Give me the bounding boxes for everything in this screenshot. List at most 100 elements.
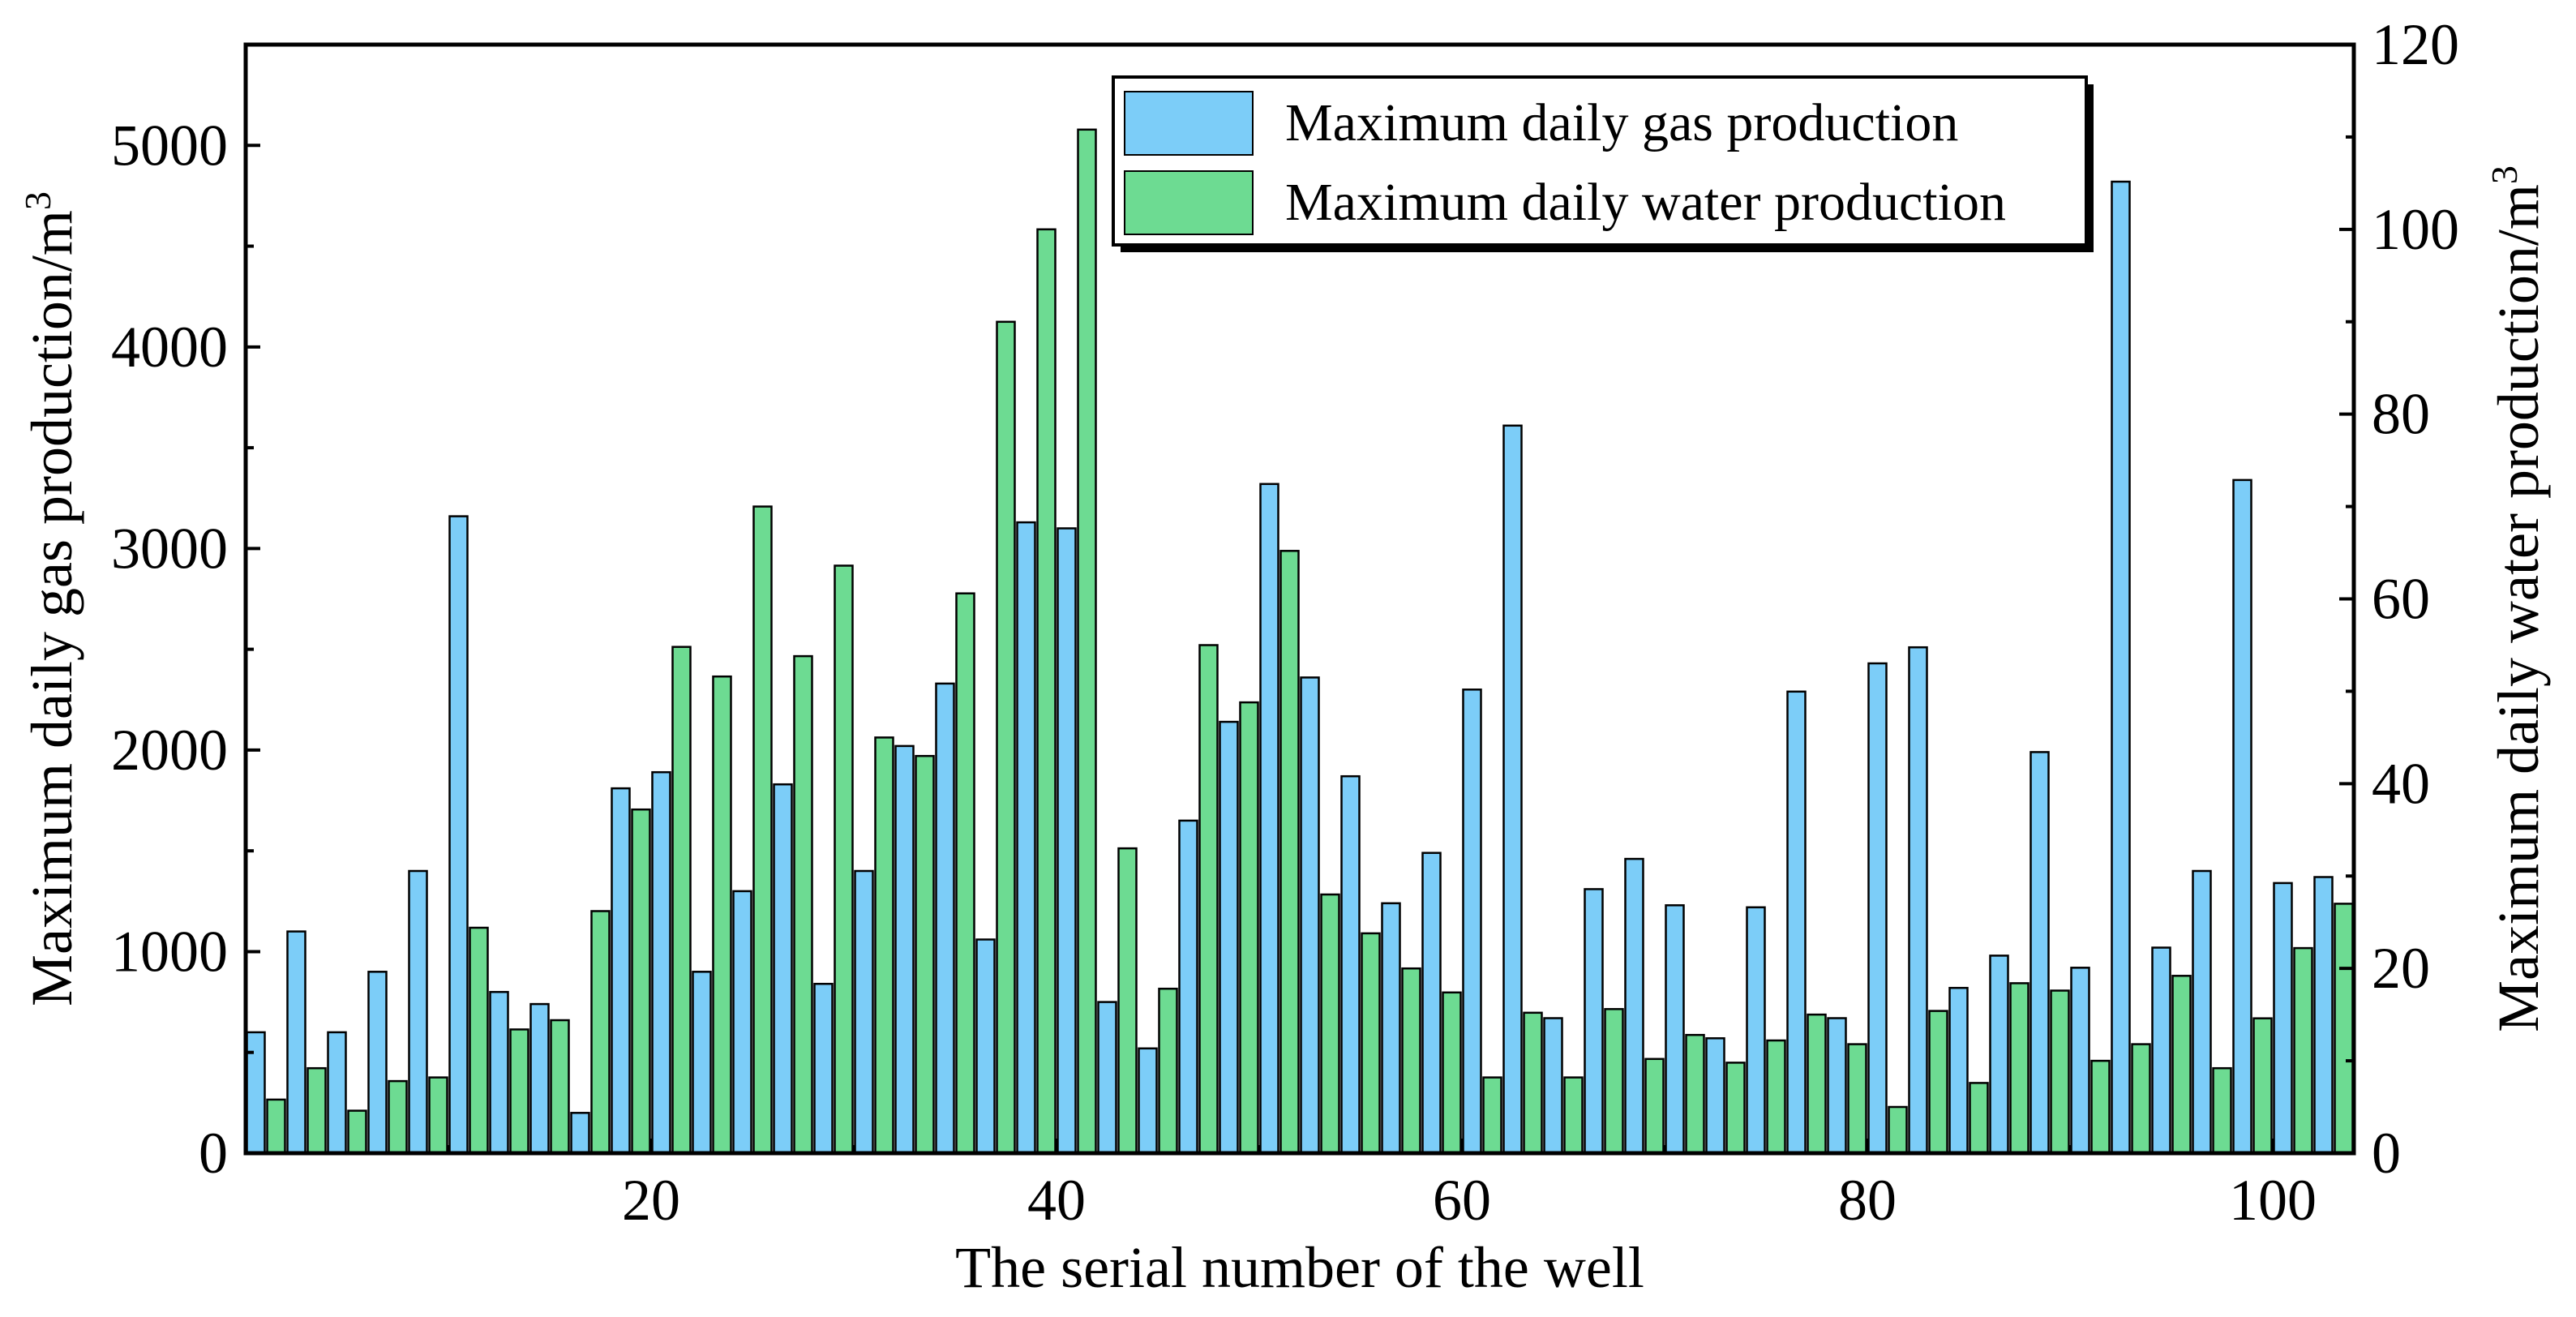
gas-bar	[1948, 986, 1969, 1155]
gas-bar	[1989, 955, 2009, 1155]
gas-bar	[2313, 876, 2334, 1155]
y-right-tick-label: 120	[2372, 12, 2459, 77]
y-left-tick-label: 5000	[111, 113, 228, 178]
water-bar	[1807, 1013, 1827, 1155]
water-bar	[428, 1076, 448, 1155]
x-tick-label: 20	[622, 1168, 680, 1233]
water-bar	[874, 736, 894, 1155]
gas-bar	[1381, 902, 1401, 1155]
gas-bar	[246, 1031, 266, 1155]
water-bar	[1158, 987, 1178, 1155]
gas-bar	[2070, 967, 2090, 1155]
water-bar	[1523, 1011, 1543, 1155]
x-tick-label: 60	[1433, 1168, 1491, 1233]
gas-bar	[1624, 857, 1644, 1155]
water-bar	[1563, 1076, 1584, 1155]
gas-bar	[2273, 882, 2293, 1155]
gas-bar	[773, 783, 793, 1155]
water-bar	[347, 1109, 367, 1155]
gas-bar	[692, 971, 712, 1155]
gas-bar	[1421, 852, 1442, 1155]
water-bar	[1239, 701, 1259, 1155]
legend-swatch-water	[1124, 170, 1254, 235]
water-bar	[469, 926, 489, 1155]
gas-bar	[1138, 1047, 1158, 1155]
gas-bar	[529, 1002, 550, 1155]
water-bar	[1442, 991, 1462, 1155]
y-right-tick-label: 0	[2372, 1121, 2401, 1186]
water-bar	[1117, 847, 1138, 1155]
gas-bar	[975, 938, 996, 1155]
gas-bar	[1908, 646, 1928, 1155]
water-bar	[1644, 1057, 1665, 1155]
water-bar	[915, 754, 935, 1155]
water-bar	[1320, 893, 1340, 1155]
gas-bar	[448, 515, 469, 1155]
water-bar	[2171, 975, 2192, 1155]
gas-bar	[1057, 527, 1077, 1155]
x-tick-label: 40	[1027, 1168, 1086, 1233]
y-axis-left-title-superscript: 3	[17, 191, 58, 210]
gas-bar	[1746, 906, 1766, 1155]
gas-bar	[570, 1112, 590, 1155]
water-bar	[590, 910, 611, 1155]
y-left-tick-label: 2000	[111, 718, 228, 783]
water-bar	[1847, 1043, 1867, 1155]
water-bar	[1766, 1039, 1786, 1155]
gas-bar	[1178, 819, 1198, 1155]
y-axis-right-title: Maximum daily water production/m3	[2484, 165, 2551, 1032]
y-left-tick-label: 1000	[111, 919, 228, 984]
gas-bar	[651, 770, 671, 1155]
gas-bar	[367, 971, 388, 1155]
x-tick-label: 100	[2229, 1168, 2317, 1233]
water-bar	[996, 320, 1016, 1155]
water-bar	[1279, 550, 1300, 1155]
legend-box	[1112, 75, 2088, 247]
y-right-tick-label: 20	[2372, 936, 2430, 1001]
y-axis-left-title: Maximum daily gas production/m3	[17, 191, 84, 1006]
gas-bar	[854, 869, 874, 1155]
water-bar	[2293, 946, 2313, 1155]
water-bar	[1077, 128, 1097, 1155]
water-bar	[1888, 1105, 1908, 1155]
water-bar	[955, 592, 975, 1155]
gas-bar	[2030, 751, 2050, 1155]
water-bar	[2009, 982, 2030, 1155]
gas-bar	[2151, 946, 2171, 1155]
water-bar	[2090, 1059, 2111, 1155]
gas-bar	[1786, 690, 1807, 1155]
bars-layer	[246, 128, 2354, 1155]
gas-bar	[1543, 1017, 1563, 1155]
water-bar	[1361, 932, 1381, 1155]
water-bar	[2131, 1043, 2151, 1155]
gas-bar	[489, 990, 509, 1155]
y-left-tick-label: 0	[199, 1121, 228, 1186]
legend-label-water: Maximum daily water production	[1285, 173, 2006, 232]
y-left-tick-label: 4000	[111, 315, 228, 380]
gas-bar	[1300, 676, 1320, 1155]
y-right-tick-label: 40	[2372, 751, 2430, 816]
gas-bar	[2111, 180, 2131, 1155]
water-bar	[1685, 1033, 1705, 1155]
water-bar	[2050, 989, 2070, 1155]
ticks-layer: 20 40 60 80 10001000200030004000500002040608…	[111, 12, 2459, 1233]
x-tick-label: 80	[1838, 1168, 1897, 1233]
gas-bar	[813, 982, 834, 1155]
gas-bar	[894, 744, 915, 1155]
gas-bar	[1665, 904, 1685, 1155]
gas-bar	[935, 682, 955, 1155]
water-bar	[550, 1019, 570, 1155]
water-bar	[1604, 1008, 1624, 1155]
gas-bar	[1016, 521, 1036, 1155]
gas-bar	[1219, 720, 1239, 1155]
water-bar	[1198, 644, 1219, 1155]
water-bar	[266, 1098, 286, 1155]
water-bar	[752, 505, 773, 1155]
gas-bar	[1827, 1017, 1847, 1155]
legend-label-gas: Maximum daily gas production	[1285, 93, 1958, 152]
water-bar	[509, 1028, 529, 1155]
legend: Maximum daily gas production Maximum dai…	[1112, 75, 2094, 252]
gas-bar	[732, 890, 752, 1155]
